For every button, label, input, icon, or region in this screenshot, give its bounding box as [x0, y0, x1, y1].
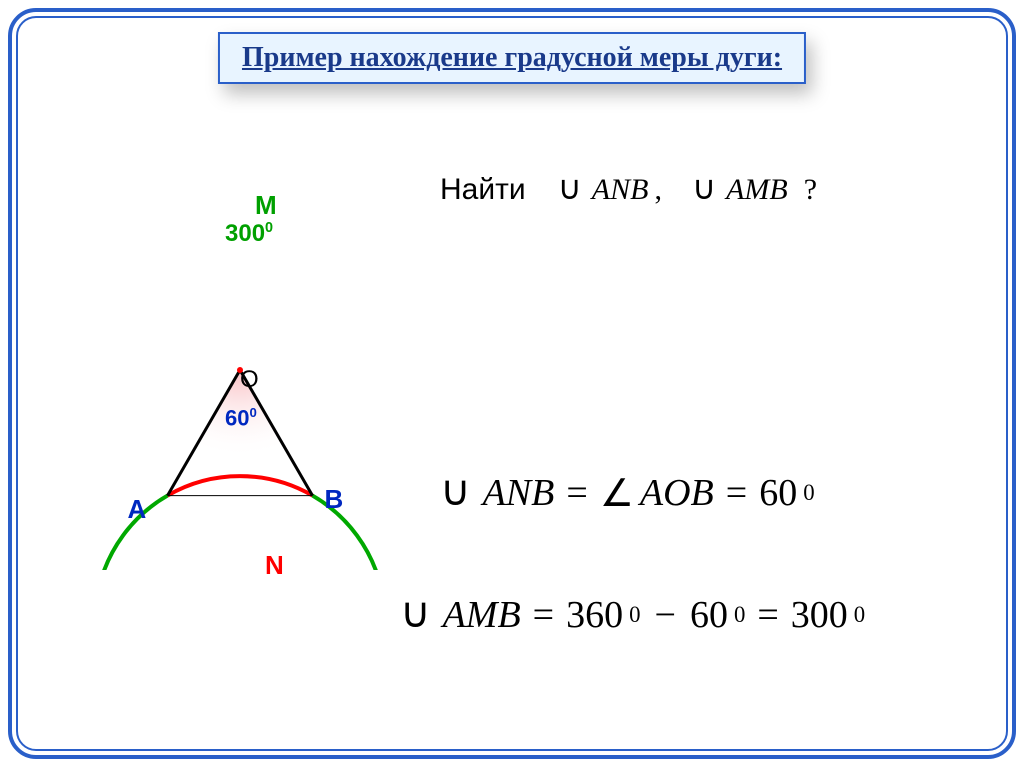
cup-icon: ∪ — [400, 588, 431, 638]
sup-0: 0 — [854, 602, 865, 628]
label-A: A — [128, 494, 147, 525]
minus: − — [655, 593, 676, 637]
equals: = — [726, 471, 747, 515]
qmark: ? — [804, 173, 817, 207]
equals: = — [533, 593, 554, 637]
v60: 60 — [690, 593, 728, 637]
equation-1: ∪ ANB = ∠ AOB = 600 — [440, 468, 815, 518]
diagram-svg — [60, 150, 420, 570]
label-M: M — [255, 190, 277, 221]
cup-icon: ∪ — [558, 168, 582, 208]
label-300: 3000 — [225, 220, 273, 248]
arc-text: AMB — [443, 593, 521, 637]
comma: , — [654, 173, 662, 207]
cup-icon: ∪ — [440, 466, 471, 516]
label-B: B — [325, 484, 344, 515]
cup-icon: ∪ — [692, 168, 716, 208]
circle-diagram: M 3000 О 600 A B N — [60, 150, 420, 570]
arc-anb: ANB — [592, 173, 649, 207]
equation-2: ∪ AMB = 3600 − 600 = 3000 — [400, 590, 865, 640]
angle-icon: ∠ — [600, 471, 634, 516]
arc-text: ANB — [483, 471, 555, 515]
arc-amb: AMB — [726, 173, 788, 207]
sup-0: 0 — [803, 480, 814, 506]
find-word: Найти — [440, 173, 526, 207]
sup-0: 0 — [629, 602, 640, 628]
title: Пример нахождение градусной меры дуги: — [218, 32, 806, 84]
v300: 300 — [791, 593, 848, 637]
v360: 360 — [566, 593, 623, 637]
label-60: 600 — [225, 405, 257, 431]
label-O: О — [240, 366, 259, 394]
equals: = — [757, 593, 778, 637]
value-60: 60 — [759, 471, 797, 515]
sup-0: 0 — [734, 602, 745, 628]
angle-text: AOB — [640, 471, 714, 515]
label-N: N — [265, 550, 284, 581]
equals: = — [566, 471, 587, 515]
prompt: Найти ∪ ANB , ∪ AMB ? — [440, 170, 817, 210]
